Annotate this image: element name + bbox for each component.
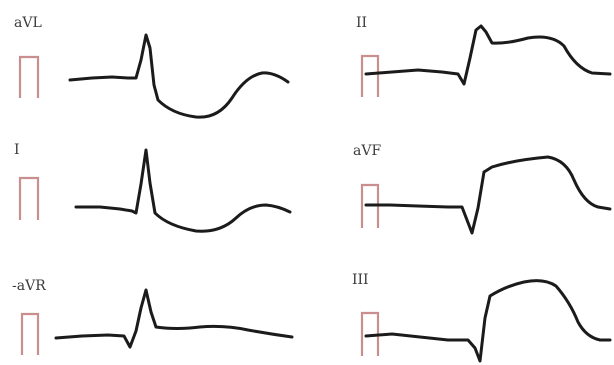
ecg-trace-avf bbox=[364, 155, 612, 235]
ecg-trace-avl bbox=[68, 33, 290, 119]
lead-ii: II bbox=[356, 15, 612, 97]
lead-avl: aVL bbox=[14, 15, 290, 119]
calibration-pulse-ii bbox=[360, 54, 380, 97]
lead-label-ii: II bbox=[356, 15, 367, 31]
calibration-pulse-avl bbox=[18, 55, 40, 98]
lead-avf: aVF bbox=[353, 143, 612, 235]
lead-iii: III bbox=[352, 272, 612, 363]
lead-label-i: I bbox=[14, 142, 20, 158]
lead-label-avl: aVL bbox=[14, 15, 42, 31]
calibration-pulse-i bbox=[18, 176, 40, 220]
calibration-pulse-neg-avr bbox=[20, 312, 40, 355]
lead-i: I bbox=[14, 142, 292, 233]
ecg-trace-neg-avr bbox=[54, 288, 294, 349]
lead-label-avf: aVF bbox=[353, 143, 381, 159]
ecg-trace-i bbox=[74, 148, 292, 233]
ecg-trace-ii bbox=[364, 24, 612, 86]
ecg-trace-iii bbox=[364, 279, 612, 363]
lead-label-neg-avr: -aVR bbox=[12, 278, 46, 294]
lead-neg-avr: -aVR bbox=[12, 278, 294, 355]
lead-label-iii: III bbox=[352, 272, 369, 288]
